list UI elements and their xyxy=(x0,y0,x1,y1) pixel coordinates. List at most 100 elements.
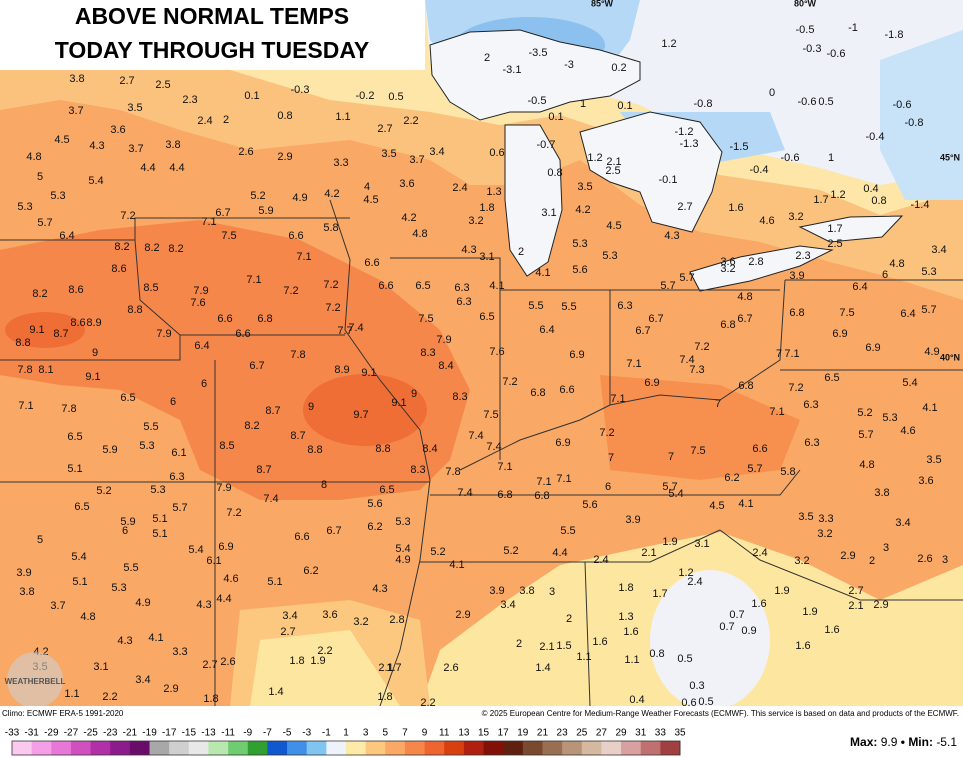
anomaly-value: 6.3 xyxy=(804,437,819,449)
legend-swatch xyxy=(90,741,111,755)
anomaly-value: 4.8 xyxy=(859,459,874,471)
anomaly-value: 0.5 xyxy=(388,91,403,103)
legend-tick-label: 3 xyxy=(363,728,369,739)
legend-tick-label: 1 xyxy=(343,728,349,739)
anomaly-value: 4.2 xyxy=(575,204,590,216)
anomaly-value: 4.3 xyxy=(664,230,679,242)
legend-tick-label: 9 xyxy=(422,728,428,739)
anomaly-value: 8.2 xyxy=(114,241,129,253)
legend-tick-label: 33 xyxy=(655,728,667,739)
anomaly-value: 1.2 xyxy=(587,152,602,164)
legend-tick-label: 35 xyxy=(674,728,686,739)
legend-swatch xyxy=(188,741,209,755)
anomaly-value: 8.4 xyxy=(438,360,453,372)
anomaly-value: 9.7 xyxy=(353,409,368,421)
anomaly-value: 7.4 xyxy=(263,493,278,505)
anomaly-value: -0.6 xyxy=(827,48,846,60)
anomaly-value: -3 xyxy=(564,59,574,71)
anomaly-value: -1 xyxy=(848,22,858,34)
anomaly-value: 0.5 xyxy=(698,696,713,708)
legend-swatch xyxy=(463,741,485,755)
anomaly-value: 7.2 xyxy=(694,341,709,353)
anomaly-value: 5.3 xyxy=(882,412,897,424)
legend-swatch xyxy=(562,741,583,755)
anomaly-value: 3.8 xyxy=(69,73,84,85)
anomaly-value: 6.4 xyxy=(539,324,554,336)
anomaly-value: 1.1 xyxy=(576,651,591,663)
anomaly-value: 4.1 xyxy=(449,559,464,571)
anomaly-value: 0.2 xyxy=(611,62,626,74)
anomaly-value: 3.6 xyxy=(918,475,933,487)
anomaly-value: 3.7 xyxy=(128,143,143,155)
anomaly-value: 4.6 xyxy=(223,573,238,585)
anomaly-value: 3.4 xyxy=(282,610,297,622)
anomaly-value: 3.4 xyxy=(135,674,150,686)
anomaly-value: 6.4 xyxy=(852,281,867,293)
anomaly-value: 4.5 xyxy=(363,194,378,206)
anomaly-value: 5.3 xyxy=(602,250,617,262)
anomaly-value: 7.3 xyxy=(689,364,704,376)
anomaly-value: 9.1 xyxy=(29,324,44,336)
anomaly-value: 4.9 xyxy=(292,192,307,204)
legend-tick-label: -29 xyxy=(44,728,59,739)
anomaly-value: 2.9 xyxy=(873,599,888,611)
anomaly-value: 8.2 xyxy=(168,243,183,255)
anomaly-value: 5.5 xyxy=(123,562,138,574)
anomaly-value: 6.9 xyxy=(569,349,584,361)
anomaly-value: 7.5 xyxy=(690,445,705,457)
lake xyxy=(504,124,563,277)
anomaly-value: 6.5 xyxy=(415,280,430,292)
anomaly-value: 3.3 xyxy=(172,646,187,658)
anomaly-value: -0.6 xyxy=(798,96,817,108)
anomaly-value: 4.1 xyxy=(738,498,753,510)
anomaly-value: 7.1 xyxy=(626,358,641,370)
anomaly-value: 0.9 xyxy=(741,625,756,637)
anomaly-value: 3.1 xyxy=(479,251,494,263)
anomaly-value: 4.5 xyxy=(606,220,621,232)
anomaly-value: 8.9 xyxy=(86,317,101,329)
anomaly-value: 7.6 xyxy=(489,346,504,358)
anomaly-value: 2.9 xyxy=(163,683,178,695)
anomaly-value: 7.5 xyxy=(418,313,433,325)
anomaly-value: 5.2 xyxy=(430,546,445,558)
anomaly-value: 5.6 xyxy=(367,498,382,510)
anomaly-value: -0.6 xyxy=(893,99,912,111)
legend-frame xyxy=(11,740,681,756)
anomaly-value: -0.4 xyxy=(866,131,885,143)
legend-tick-label: -17 xyxy=(162,728,177,739)
anomaly-value: -1.4 xyxy=(911,199,930,211)
anomaly-value: 7.9 xyxy=(216,482,231,494)
anomaly-value: 3.1 xyxy=(541,207,556,219)
anomaly-value: 2.4 xyxy=(593,554,608,566)
anomaly-value: 3.4 xyxy=(895,517,910,529)
anomaly-value: 9.1 xyxy=(85,371,100,383)
anomaly-value: 0 xyxy=(769,87,775,99)
anomaly-value: 8.7 xyxy=(256,464,271,476)
max-min: Max: 9.9 • Min: -5.1 xyxy=(850,735,957,749)
anomaly-value: 2.2 xyxy=(102,691,117,703)
anomaly-value: 1.6 xyxy=(623,626,638,638)
anomaly-value: 7.1 xyxy=(201,216,216,228)
anomaly-value: 7.4 xyxy=(679,354,694,366)
legend-tick-label: -15 xyxy=(182,728,197,739)
anomaly-value: 1.9 xyxy=(774,585,789,597)
anomaly-value: 8.2 xyxy=(244,420,259,432)
anomaly-value: 6.8 xyxy=(257,313,272,325)
anomaly-value: 4 xyxy=(364,181,370,193)
anomaly-value: 1.8 xyxy=(203,693,218,705)
anomaly-value: 3.8 xyxy=(165,139,180,151)
min-value: -5.1 xyxy=(936,735,957,749)
anomaly-value: 6.9 xyxy=(218,541,233,553)
anomaly-value: 6 xyxy=(201,378,207,390)
anomaly-value: 1.7 xyxy=(386,662,401,674)
legend-tick-label: -31 xyxy=(24,728,39,739)
anomaly-value: 1.9 xyxy=(310,655,325,667)
anomaly-value: 7 xyxy=(715,398,721,410)
anomaly-value: 3.4 xyxy=(429,146,444,158)
anomaly-value: 6.5 xyxy=(74,501,89,513)
legend-tick-label: -19 xyxy=(142,728,157,739)
anomaly-value: -1.5 xyxy=(730,141,749,153)
anomaly-value: 1.6 xyxy=(592,636,607,648)
anomaly-value: 7.1 xyxy=(556,473,571,485)
legend-swatch xyxy=(247,741,268,755)
